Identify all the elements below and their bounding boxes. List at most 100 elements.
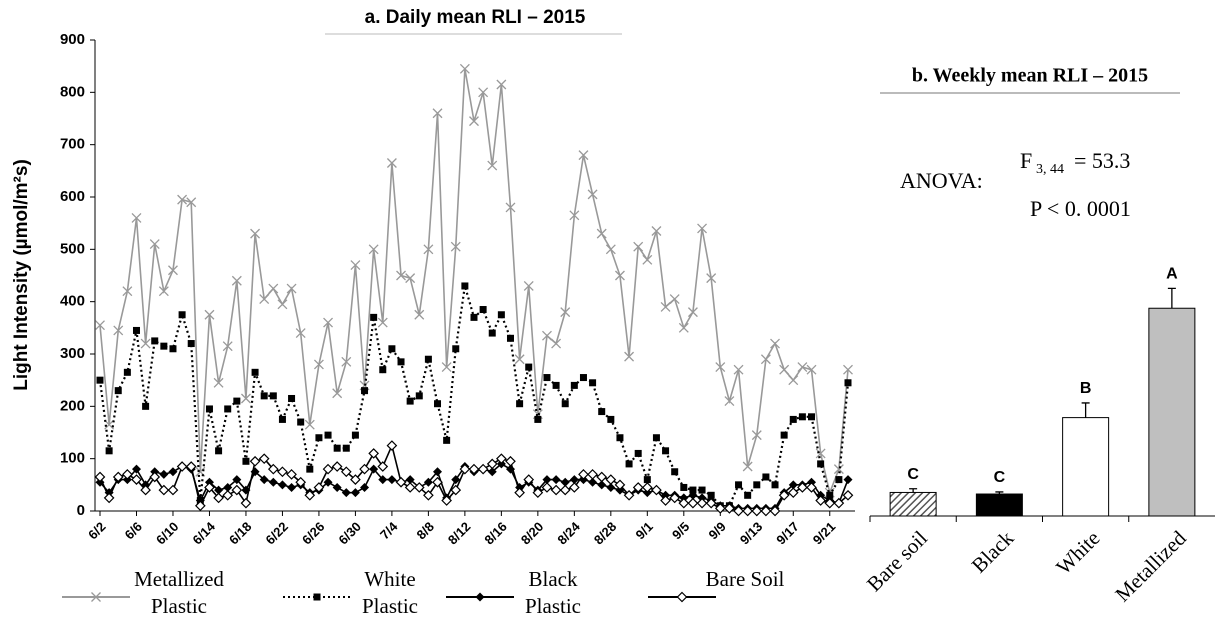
- marker: [233, 397, 241, 405]
- series-line: [99, 443, 849, 512]
- marker: [313, 359, 324, 370]
- marker: [843, 364, 853, 375]
- marker: [361, 387, 369, 395]
- marker: [350, 474, 361, 485]
- marker: [660, 301, 671, 312]
- marker: [443, 436, 451, 444]
- marker: [662, 447, 670, 455]
- marker: [559, 484, 571, 496]
- marker: [251, 368, 259, 376]
- marker: [680, 483, 688, 491]
- marker: [779, 364, 790, 375]
- marker: [486, 458, 498, 470]
- marker: [797, 482, 808, 493]
- marker: [223, 482, 233, 492]
- marker: [441, 495, 452, 506]
- marker: [186, 197, 197, 208]
- marker: [669, 294, 680, 305]
- marker: [377, 461, 389, 472]
- significance-letter: C: [994, 469, 1006, 486]
- marker: [769, 505, 781, 517]
- marker: [578, 469, 589, 480]
- marker: [169, 345, 177, 353]
- marker: [332, 388, 343, 399]
- marker: [304, 489, 316, 501]
- marker: [669, 492, 681, 504]
- marker: [844, 379, 852, 387]
- marker: [459, 463, 471, 475]
- marker: [91, 592, 101, 602]
- marker: [798, 413, 806, 421]
- marker: [423, 477, 433, 487]
- marker: [333, 444, 341, 452]
- marker: [788, 480, 798, 490]
- marker: [341, 488, 351, 498]
- marker: [240, 497, 252, 509]
- marker: [132, 326, 140, 334]
- marker: [715, 362, 726, 373]
- marker: [286, 283, 297, 294]
- marker: [123, 368, 131, 376]
- marker: [505, 202, 516, 213]
- marker: [386, 158, 397, 168]
- marker: [560, 307, 571, 318]
- marker: [368, 244, 379, 255]
- error-bar: [1167, 287, 1176, 309]
- marker: [733, 505, 744, 517]
- marker: [625, 460, 633, 468]
- y-axis-label: Light Intensity (µmol/m²s): [11, 159, 32, 391]
- marker: [140, 338, 151, 349]
- y-tick-label: 400: [60, 293, 85, 310]
- marker: [103, 492, 115, 504]
- anova-label: ANOVA:: [900, 168, 983, 193]
- significance-letter: B: [1080, 380, 1092, 397]
- y-tick-label: 0: [77, 502, 85, 519]
- marker: [569, 210, 580, 221]
- marker: [687, 497, 699, 509]
- marker: [589, 379, 597, 387]
- marker: [405, 273, 416, 284]
- marker: [751, 430, 762, 441]
- marker: [160, 342, 168, 350]
- marker: [469, 116, 479, 127]
- marker: [387, 475, 397, 485]
- marker: [551, 338, 562, 349]
- marker: [396, 270, 406, 281]
- marker: [295, 476, 307, 488]
- marker: [771, 481, 779, 489]
- series: [94, 440, 854, 517]
- marker: [470, 313, 478, 321]
- marker: [698, 486, 706, 494]
- marker: [149, 471, 161, 483]
- marker: [678, 322, 689, 333]
- marker: [242, 457, 250, 465]
- marker: [505, 455, 516, 467]
- significance-letter: A: [1166, 266, 1178, 283]
- y-tick-label: 900: [60, 31, 85, 48]
- legend-label: White Plastic: [362, 567, 418, 618]
- marker: [131, 474, 142, 485]
- marker: [450, 241, 461, 252]
- marker: [815, 495, 826, 506]
- marker: [149, 239, 160, 250]
- f-text: F: [1020, 148, 1032, 173]
- bar: [975, 493, 1023, 517]
- marker: [753, 481, 761, 489]
- marker: [788, 375, 799, 386]
- x-tick-label: 8/24: [554, 518, 583, 547]
- marker: [551, 475, 561, 485]
- marker: [642, 254, 653, 265]
- marker: [778, 489, 790, 501]
- marker: [542, 330, 552, 341]
- marker: [268, 283, 279, 294]
- marker: [733, 364, 744, 375]
- marker: [423, 244, 434, 255]
- marker: [313, 593, 321, 601]
- marker: [323, 477, 333, 487]
- marker: [105, 447, 113, 455]
- bar: [889, 491, 937, 517]
- marker: [224, 405, 232, 413]
- marker: [833, 464, 844, 475]
- marker: [259, 475, 269, 485]
- y-tick-label: 700: [60, 136, 85, 153]
